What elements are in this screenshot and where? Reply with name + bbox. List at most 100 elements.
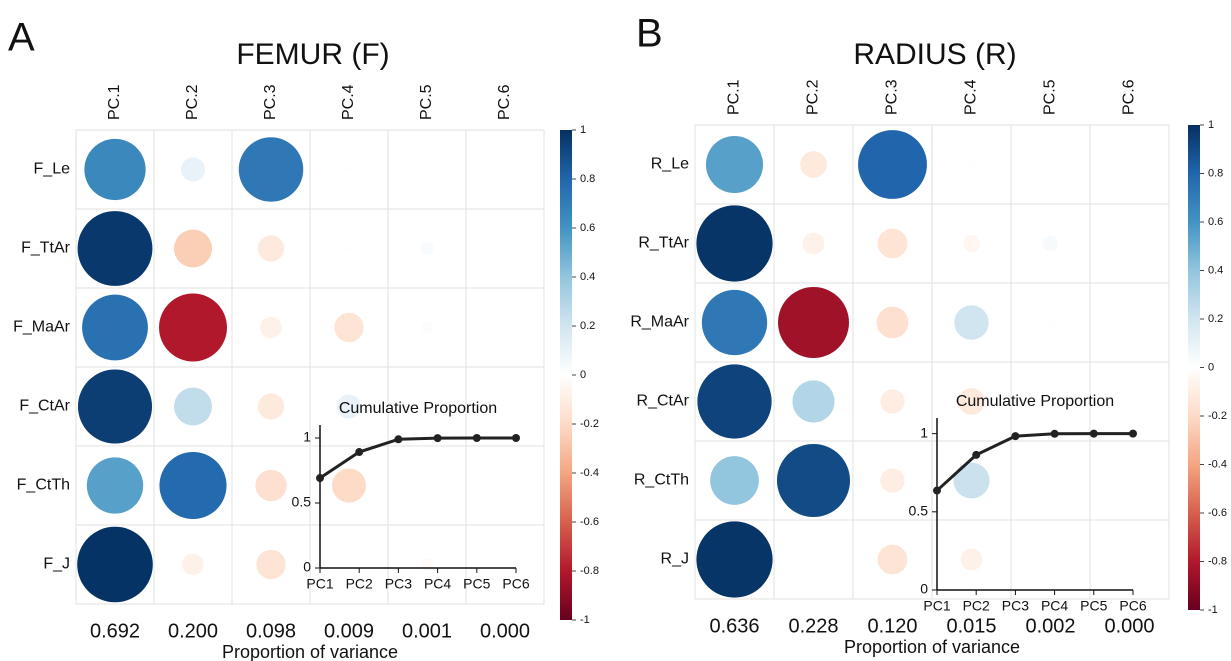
correlation-circle — [962, 234, 981, 253]
correlation-circle — [77, 526, 153, 603]
cumulative-point — [1129, 429, 1137, 438]
inset-y-tick-label: 1 — [920, 424, 928, 440]
cumulative-line — [319, 436, 516, 480]
colorbar-tick-label: -0.6 — [580, 516, 599, 528]
correlation-circle — [967, 160, 976, 169]
correlation-circle — [260, 316, 282, 339]
column-label: PC.4 — [340, 84, 357, 120]
correlation-circle — [1046, 318, 1055, 327]
column-label: PC.1 — [726, 79, 743, 115]
correlation-circle — [877, 228, 908, 259]
variance-label: 0.200 — [168, 620, 218, 642]
inset-x-tick-label: PC4 — [1041, 598, 1068, 614]
column-label: PC.3 — [262, 84, 279, 120]
cumulative-point — [972, 450, 981, 459]
colorbar — [1188, 125, 1200, 610]
correlation-circle — [710, 456, 759, 505]
cumulative-point — [1011, 432, 1020, 441]
correlation-circle — [77, 369, 153, 444]
x-axis-title: Proportion of variance — [844, 637, 1020, 657]
variance-label: 0.692 — [90, 620, 140, 642]
correlation-circle — [501, 244, 509, 253]
correlation-circle — [159, 293, 227, 362]
correlation-circle — [858, 130, 927, 199]
colorbar-tick-label: -0.4 — [580, 467, 599, 479]
inset-y-tick-label: 0.5 — [909, 503, 929, 519]
cumulative-point — [1089, 429, 1098, 438]
variance-label: 0.009 — [324, 620, 374, 642]
inset-x-tick-label: PC4 — [424, 576, 451, 592]
inset-x-tick-label: PC5 — [463, 576, 490, 592]
correlation-circle — [238, 137, 304, 202]
correlation-circle — [696, 205, 773, 282]
row-label: R_CtTh — [634, 472, 689, 489]
inset-x-tick-label: PC6 — [1119, 598, 1146, 614]
correlation-circle — [257, 393, 285, 420]
cumulative-point — [1050, 429, 1059, 438]
inset-y-tick-label: 0.5 — [292, 494, 312, 510]
correlation-circle — [1042, 235, 1059, 252]
cumulative-line — [935, 432, 1133, 492]
correlation-circle — [77, 211, 153, 286]
inset-x-tick-label: PC3 — [385, 576, 412, 592]
inset-title: Cumulative Proportion — [956, 393, 1114, 410]
correlation-circle — [345, 244, 353, 253]
correlation-circle — [800, 151, 827, 178]
cumulative-point — [433, 434, 442, 443]
cumulative-point — [933, 486, 941, 495]
correlation-circle — [953, 462, 990, 499]
colorbar-tick-label: -0.8 — [1208, 555, 1227, 567]
correlation-circle — [180, 157, 206, 182]
cumulative-point — [355, 448, 364, 457]
correlation-circle — [880, 468, 905, 493]
row-label: F_CtTh — [17, 477, 70, 494]
row-label: F_MaAr — [13, 319, 71, 336]
correlation-circle — [86, 457, 144, 514]
correlation-circle — [954, 305, 989, 340]
correlation-circle — [334, 312, 364, 343]
correlation-circle — [159, 451, 227, 520]
column-label: PC.5 — [418, 84, 435, 120]
row-label: F_Le — [34, 161, 71, 178]
column-label: PC.2 — [184, 84, 201, 120]
correlation-circle — [778, 287, 849, 358]
cumulative-point — [472, 434, 481, 442]
correlation-circle — [182, 553, 204, 576]
colorbar-tick-label: 0 — [580, 369, 586, 381]
correlation-circle — [705, 135, 764, 194]
correlation-circle — [332, 468, 366, 503]
variance-label: 0.000 — [480, 620, 530, 642]
correlation-circle — [877, 544, 908, 575]
panel-title: FEMUR (F) — [236, 38, 389, 71]
inset-x-tick-label: PC3 — [1002, 598, 1029, 614]
correlation-circle — [697, 364, 772, 439]
colorbar — [560, 130, 572, 620]
correlation-circle — [174, 387, 212, 426]
correlation-circle — [792, 380, 835, 423]
column-label: PC.3 — [884, 79, 901, 115]
correlation-circle — [880, 389, 905, 414]
correlation-circle — [345, 165, 353, 174]
row-label: R_TtAr — [638, 235, 689, 252]
variance-label: 0.120 — [867, 615, 917, 637]
variance-label: 0.228 — [788, 615, 838, 637]
row-label: R_MaAr — [630, 314, 689, 331]
correlation-circle — [960, 548, 983, 571]
variance-label: 0.636 — [709, 615, 759, 637]
colorbar-tick-label: 0.8 — [1208, 167, 1223, 179]
cumulative-point — [316, 474, 324, 483]
colorbar-tick-label: 0.4 — [580, 271, 595, 283]
correlation-circle — [809, 555, 818, 564]
correlation-circle — [696, 521, 773, 598]
column-label: PC.6 — [1121, 79, 1138, 115]
correlation-circle — [256, 549, 286, 580]
colorbar-tick-label: 0.2 — [1208, 313, 1223, 325]
row-label: R_J — [661, 551, 689, 568]
colorbar-tick-label: -0.4 — [1208, 458, 1227, 470]
correlation-circle — [1046, 476, 1055, 485]
correlation-circle — [420, 557, 434, 572]
row-label: F_CtAr — [19, 398, 70, 415]
correlation-circle — [776, 443, 851, 518]
column-label: PC.2 — [805, 79, 822, 115]
